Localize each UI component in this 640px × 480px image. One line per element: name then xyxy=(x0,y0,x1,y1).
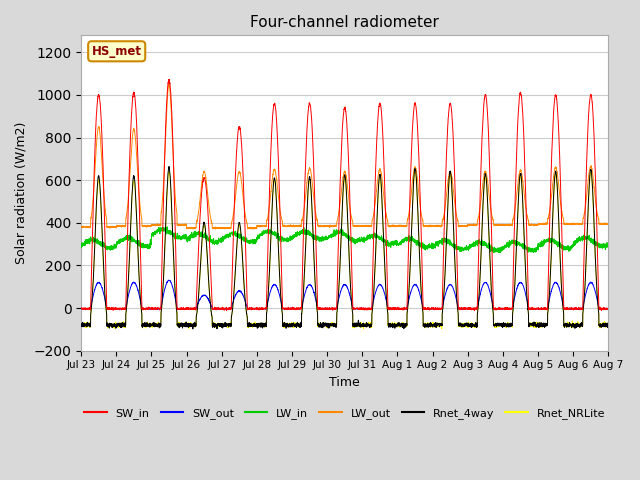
Y-axis label: Solar radiation (W/m2): Solar radiation (W/m2) xyxy=(15,122,28,264)
X-axis label: Time: Time xyxy=(330,376,360,389)
Text: HS_met: HS_met xyxy=(92,45,141,58)
Legend: SW_in, SW_out, LW_in, LW_out, Rnet_4way, Rnet_NRLite: SW_in, SW_out, LW_in, LW_out, Rnet_4way,… xyxy=(80,404,609,423)
Title: Four-channel radiometer: Four-channel radiometer xyxy=(250,15,439,30)
